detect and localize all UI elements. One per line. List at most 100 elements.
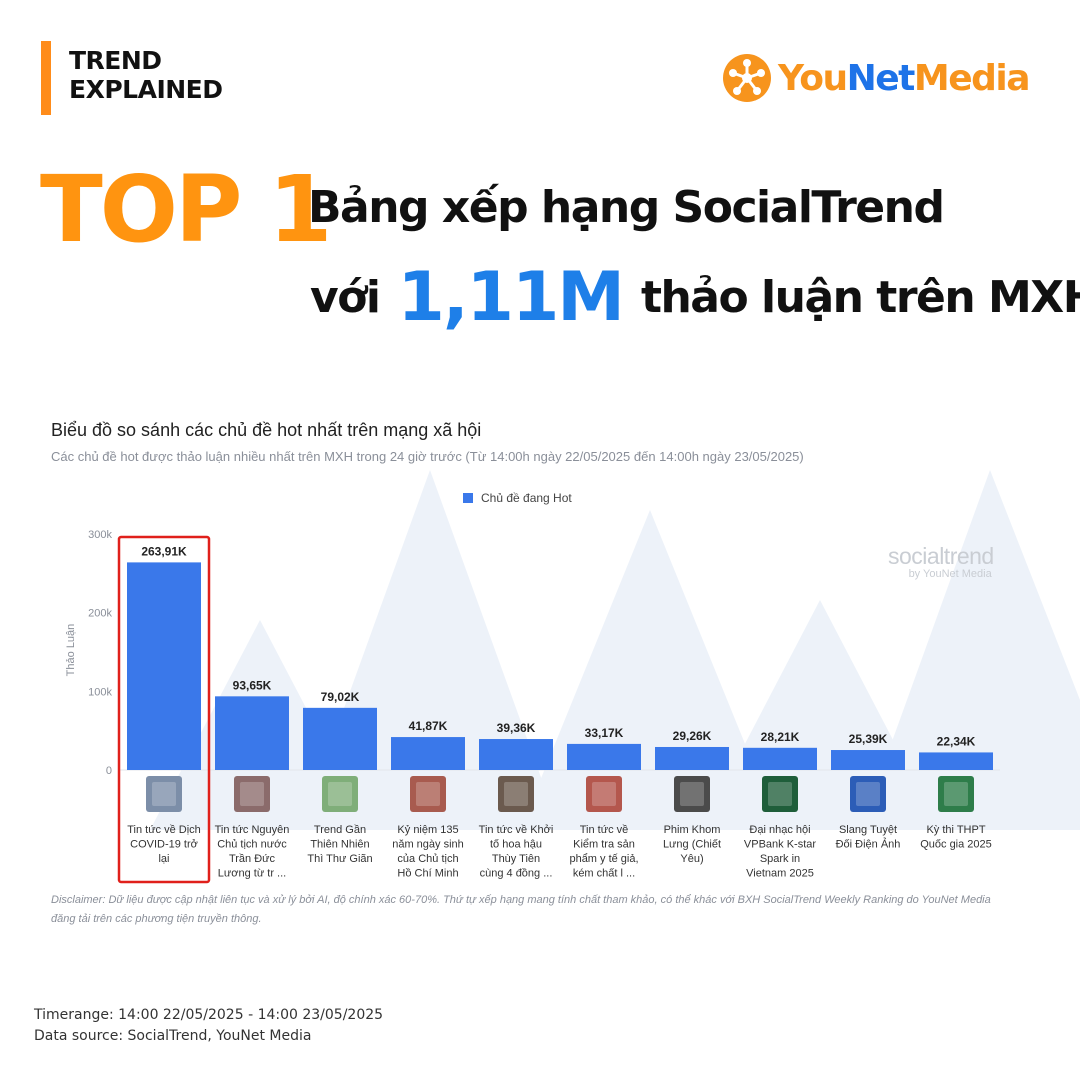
category-label: Tin tức về xyxy=(580,824,629,836)
bar xyxy=(215,696,289,770)
brand-net: Net xyxy=(846,57,916,99)
legend-label: Chủ đề đang Hot xyxy=(481,491,572,505)
topic-thumbnail-shade xyxy=(328,782,352,806)
topic-thumbnail-shade xyxy=(240,782,264,806)
chart-title: Biểu đồ so sánh các chủ đề hot nhất trên… xyxy=(51,420,482,440)
watermark-line2: by YouNet Media xyxy=(908,568,992,580)
y-tick-label: 200k xyxy=(88,608,112,620)
data-label: 25,39K xyxy=(849,732,888,746)
topic-thumbnail xyxy=(234,776,270,812)
data-label: 33,17K xyxy=(585,726,624,740)
category-label: lại xyxy=(158,853,169,865)
socialtrend-watermark: socialtrend by YouNet Media xyxy=(888,543,994,580)
bar xyxy=(127,562,201,770)
bar xyxy=(303,707,377,770)
y-tick-label: 0 xyxy=(106,765,112,777)
category-label: Đại nhạc hội xyxy=(749,824,810,836)
category-label: Đối Điện Ảnh xyxy=(836,838,901,851)
bar xyxy=(391,737,465,770)
data-label: 93,65K xyxy=(233,678,272,692)
topic-thumbnail xyxy=(762,776,798,812)
chart-subtitle: Các chủ đề hot được thảo luận nhiều nhất… xyxy=(51,449,804,464)
data-label: 22,34K xyxy=(937,734,976,748)
category-label: Slang Tuyệt xyxy=(839,824,897,836)
topic-thumbnail-shade xyxy=(592,782,616,806)
topic-thumbnail xyxy=(586,776,622,812)
topic-thumbnail xyxy=(674,776,710,812)
category-label: Hồ Chí Minh xyxy=(397,868,458,880)
network-logo-icon xyxy=(723,54,771,102)
topic-thumbnail-shade xyxy=(768,782,792,806)
bar-chart: 0 100k 200k 300k Thảo Luận 263,91K Tin tức về … xyxy=(65,529,1000,884)
category-label: Quốc gia 2025 xyxy=(920,839,992,851)
brand-wordmark: YouNetMedia xyxy=(778,57,1031,99)
topic-thumbnail-shade xyxy=(680,782,704,806)
topic-thumbnail xyxy=(322,776,358,812)
topic-thumbnail-shade xyxy=(152,782,176,806)
highlight-box xyxy=(117,535,211,884)
data-label: 28,21K xyxy=(761,730,800,744)
y-axis-label: Thảo Luận xyxy=(65,624,77,677)
category-label: Tin tức về Dịch xyxy=(127,824,201,836)
category-label: tố hoa hậu xyxy=(490,839,542,851)
headline-post: thảo luận trên MXH xyxy=(640,272,1080,323)
category-label: Tin tức về Khởi xyxy=(479,824,554,836)
brand-you: You xyxy=(778,57,848,99)
topic-thumbnail xyxy=(850,776,886,812)
category-label: VPBank K-star xyxy=(744,839,816,851)
y-tick-label: 100k xyxy=(88,686,112,698)
category-label: Thì Thư Giãn xyxy=(307,853,372,865)
bar xyxy=(655,746,729,770)
category-label: Lưng (Chiết xyxy=(663,839,721,851)
bar xyxy=(567,743,641,770)
chart-legend[interactable]: Chủ đề đang Hot xyxy=(463,491,572,505)
headline-line2: với 1,11M thảo luận trên MXH xyxy=(310,258,1080,338)
category-label: cùng 4 đồng ... xyxy=(480,868,553,880)
bar xyxy=(479,739,553,770)
tag-line2: EXPLAINED xyxy=(69,75,223,104)
topic-thumbnail xyxy=(410,776,446,812)
category-label: Tin tức Nguyên xyxy=(215,824,290,836)
bar xyxy=(831,750,905,770)
category-label: Kiểm tra sản xyxy=(573,839,635,851)
category-label: Chủ tịch nước xyxy=(217,839,287,851)
topic-thumbnail-shade xyxy=(944,782,968,806)
footer: Timerange: 14:00 22/05/2025 - 14:00 23/0… xyxy=(34,1005,383,1047)
category-label: Phim Khom xyxy=(664,824,721,836)
tag-line1: TREND xyxy=(69,46,162,75)
headline-metric: 1,11M xyxy=(397,258,625,337)
category-label: Thiên Nhiên xyxy=(310,839,369,851)
topic-thumbnail-shade xyxy=(416,782,440,806)
category-label: Kỳ thi THPT xyxy=(926,824,985,836)
tag-accent-bar xyxy=(41,41,51,115)
category-label: Trần Đức xyxy=(229,853,276,865)
legend-swatch xyxy=(463,493,473,503)
data-label: 39,36K xyxy=(497,721,536,735)
category-label: Spark in xyxy=(760,853,800,865)
disclaimer: Disclaimer: Dữ liệu được cập nhật liên t… xyxy=(51,894,991,925)
headline-pre: với xyxy=(310,272,381,323)
data-label: 263,91K xyxy=(141,544,187,558)
category-label: Yêu) xyxy=(680,853,703,865)
watermark-line1: socialtrend xyxy=(888,543,994,569)
category-label: của Chủ tịch xyxy=(397,853,458,865)
category-label: Vietnam 2025 xyxy=(746,868,814,880)
category-label: Thùy Tiên xyxy=(492,853,540,865)
brand-media: Media xyxy=(913,57,1031,99)
rank-label: TOP 1 xyxy=(40,156,332,263)
data-label: 29,26K xyxy=(673,729,712,743)
footer-source: Data source: SocialTrend, YouNet Media xyxy=(34,1028,312,1044)
category-label: kém chất l ... xyxy=(573,868,635,880)
brand-logo: YouNetMedia xyxy=(722,52,1031,104)
category-label: COVID-19 trở xyxy=(130,839,198,851)
topic-thumbnail xyxy=(938,776,974,812)
category-label: Kỷ niệm 135 xyxy=(397,824,458,836)
category-label: năm ngày sinh xyxy=(392,839,464,851)
headline-line1: Bảng xếp hạng SocialTrend xyxy=(308,182,945,233)
category-label: phẩm y tế giả, xyxy=(569,853,638,865)
trend-explained-tag: TREND EXPLAINED xyxy=(69,46,223,104)
category-label: Trend Gần xyxy=(314,824,366,836)
bar xyxy=(919,752,993,770)
topic-thumbnail-shade xyxy=(856,782,880,806)
y-tick-label: 300k xyxy=(88,529,112,541)
